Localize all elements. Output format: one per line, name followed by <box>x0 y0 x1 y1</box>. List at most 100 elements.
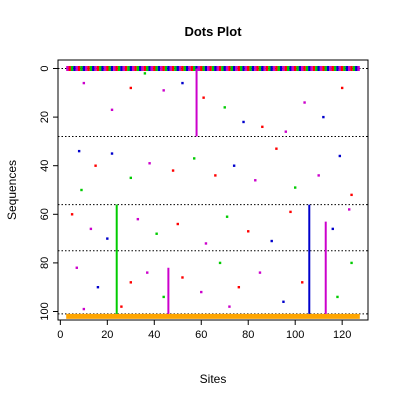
band-segment <box>292 66 294 71</box>
band-segment <box>226 66 228 71</box>
band-segment <box>275 66 277 71</box>
x-axis: 0 20 40 60 80 100 120 <box>57 320 351 341</box>
band-segment <box>87 66 89 71</box>
band-segment <box>139 66 141 71</box>
band-segment <box>301 66 303 71</box>
band-segment <box>134 66 136 71</box>
band-segment <box>144 66 146 71</box>
band-segment <box>280 66 282 71</box>
band-segment <box>66 66 68 71</box>
band-segment <box>99 66 101 71</box>
band-segment <box>69 66 71 71</box>
point <box>341 87 343 89</box>
band-segment <box>181 66 183 71</box>
band-segment <box>271 66 273 71</box>
y-axis: 0 20 40 60 80 100 <box>39 65 58 320</box>
band-segment <box>170 66 172 71</box>
point <box>301 281 303 283</box>
band-segment <box>167 66 169 71</box>
band-segment <box>106 66 108 71</box>
band-segment <box>113 66 115 71</box>
point <box>226 216 228 218</box>
y-tick-label: 80 <box>39 257 51 269</box>
band-segment <box>216 66 218 71</box>
x-tick-label: 120 <box>333 329 351 341</box>
band-segment <box>165 66 167 71</box>
point <box>348 208 350 210</box>
x-tick-label: 80 <box>242 329 254 341</box>
band-segment <box>155 66 157 71</box>
x-axis-label: Sites <box>200 372 227 386</box>
band-segment <box>245 66 247 71</box>
band-segment <box>357 66 359 71</box>
band-segment <box>339 66 341 71</box>
band-segment <box>78 66 80 71</box>
point <box>172 169 174 171</box>
band-segment <box>348 66 350 71</box>
band-segment <box>162 66 164 71</box>
band-segment <box>137 66 139 71</box>
y-axis-label: Sequences <box>5 160 19 220</box>
point <box>219 262 221 264</box>
band-segment <box>198 66 200 71</box>
band-segment <box>313 66 315 71</box>
band-segment <box>205 66 207 71</box>
point <box>181 82 183 84</box>
band-segment <box>111 66 113 71</box>
point <box>193 157 195 159</box>
point <box>162 89 164 91</box>
band-segment <box>325 66 327 71</box>
x-tick-label: 0 <box>57 329 63 341</box>
band-segment <box>306 66 308 71</box>
band-segment <box>238 66 240 71</box>
band-segment <box>346 66 348 71</box>
band-segment <box>184 66 186 71</box>
point <box>224 106 226 108</box>
band-segment <box>71 66 73 71</box>
point <box>181 276 183 278</box>
point <box>146 271 148 273</box>
band-segment <box>188 66 190 71</box>
point <box>275 147 277 149</box>
band-segment <box>158 66 160 71</box>
y-tick-label: 100 <box>39 302 51 320</box>
chart-title: Dots Plot <box>184 24 242 39</box>
band-segment <box>207 66 209 71</box>
point <box>289 211 291 213</box>
point <box>350 194 352 196</box>
band-segment <box>151 66 153 71</box>
band-segment <box>240 66 242 71</box>
plot-frame <box>58 60 368 320</box>
point <box>111 152 113 154</box>
point <box>214 174 216 176</box>
band-segment <box>214 66 216 71</box>
band-segment <box>209 66 211 71</box>
band-segment <box>160 66 162 71</box>
band-segment <box>294 66 296 71</box>
band-segment <box>130 66 132 71</box>
band-segment <box>247 66 249 71</box>
point <box>130 281 132 283</box>
band-segment <box>123 66 125 71</box>
band-segment <box>90 66 92 71</box>
y-tick-label: 60 <box>39 208 51 220</box>
band-segment <box>296 66 298 71</box>
x-tick-label: 40 <box>148 329 160 341</box>
band-segment <box>221 66 223 71</box>
band-segment <box>273 66 275 71</box>
point <box>90 228 92 230</box>
point <box>106 237 108 239</box>
point <box>339 155 341 157</box>
band-segment <box>303 66 305 71</box>
point <box>71 213 73 215</box>
point <box>148 162 150 164</box>
band-segment <box>343 66 345 71</box>
y-tick-label: 0 <box>39 65 51 71</box>
band-segment <box>224 66 226 71</box>
x-tick-label: 100 <box>286 329 304 341</box>
band-segment <box>186 66 188 71</box>
band-segment <box>219 66 221 71</box>
band-segment <box>341 66 343 71</box>
point <box>238 286 240 288</box>
point <box>282 301 284 303</box>
